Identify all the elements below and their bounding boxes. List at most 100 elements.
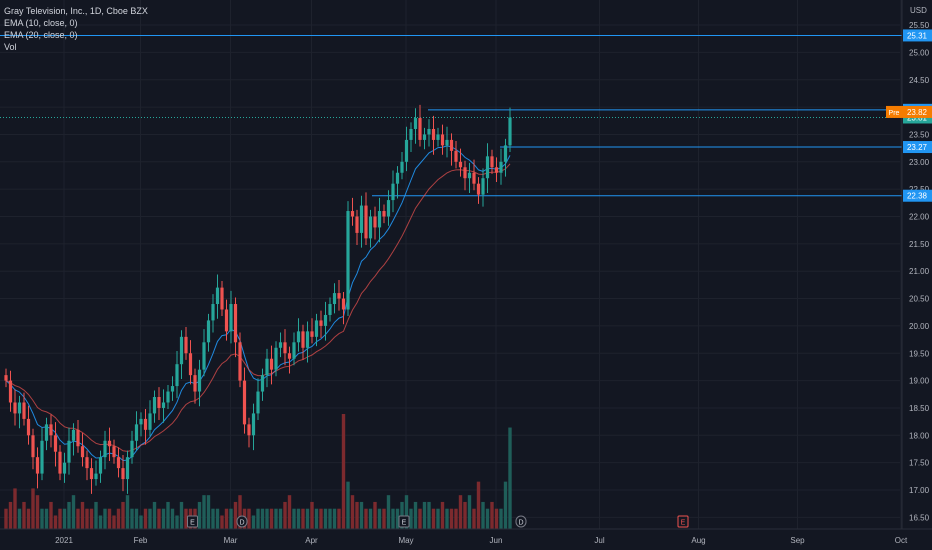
candle-body — [161, 402, 166, 408]
candle-body — [494, 167, 499, 173]
candle-body — [193, 375, 197, 392]
candle-body — [202, 342, 206, 370]
volume-bar — [220, 515, 224, 529]
hline-price-label: 23.27 — [907, 143, 928, 152]
candle-body — [472, 172, 476, 184]
candle-body — [35, 457, 40, 474]
ema20-legend[interactable]: EMA (20, close, 0) — [4, 30, 78, 40]
volume-bar — [440, 501, 445, 529]
candle-body — [274, 347, 278, 370]
candle-body — [283, 342, 287, 354]
candle-body — [485, 156, 490, 179]
candle-body — [292, 342, 296, 359]
symbol-title[interactable]: Gray Television, Inc., 1D, Cboe BZX — [4, 6, 148, 16]
volume-bar — [445, 508, 449, 529]
time-tick-label: Mar — [224, 536, 238, 545]
price-axis-unit: USD — [910, 6, 927, 15]
candle-body — [13, 402, 17, 414]
time-axis-ticks[interactable]: 2021FebMarAprMayJunJulAugSepOctNov — [55, 536, 932, 545]
volume-bar — [328, 508, 332, 529]
candle-body — [413, 118, 418, 129]
volume-bar — [314, 508, 319, 529]
volume-legend[interactable]: Vol — [4, 42, 17, 52]
candle-body — [134, 424, 139, 441]
volume-bar — [4, 508, 8, 529]
volume-bar — [112, 515, 116, 529]
time-tick-label: Jul — [594, 536, 604, 545]
volume-bar — [85, 508, 89, 529]
price-tick-label: 18.00 — [909, 431, 930, 440]
volume-bar — [76, 508, 80, 529]
candle-body — [238, 342, 242, 381]
volume-bar — [161, 508, 166, 529]
volume-bar — [229, 508, 233, 529]
time-tick-label: Apr — [305, 536, 318, 545]
volume-bar — [71, 495, 76, 529]
candle-body — [143, 418, 148, 430]
volume-bar — [373, 501, 377, 529]
candle-body — [265, 358, 269, 376]
time-tick-label: 2021 — [55, 536, 73, 545]
price-tick-label: 20.50 — [909, 295, 930, 304]
candle-body — [467, 172, 472, 179]
hline-price-label-bg — [903, 189, 932, 202]
volume-bar — [116, 508, 121, 529]
price-tick-label: 24.50 — [909, 76, 930, 85]
volume-bar — [364, 508, 368, 529]
volume-bar — [166, 501, 170, 529]
hline-price-label: 22.38 — [907, 192, 928, 201]
volume-bar — [148, 508, 152, 529]
volume-bar — [485, 508, 490, 529]
volume-bar — [463, 501, 467, 529]
candle-body — [256, 391, 260, 414]
candle-body — [310, 331, 314, 337]
candle-body — [391, 183, 395, 201]
volume-bar — [224, 508, 229, 529]
horizontal-lines[interactable] — [0, 34, 902, 197]
volume-bar — [332, 508, 337, 529]
time-tick-label: Feb — [134, 536, 148, 545]
candle-body — [359, 205, 364, 233]
candle-body — [355, 216, 359, 233]
price-tick-label: 18.50 — [909, 404, 930, 413]
candle-body — [125, 457, 130, 480]
time-tick-label: Aug — [691, 536, 705, 545]
candle-body — [319, 320, 323, 326]
volume-bar — [40, 508, 44, 529]
candle-body — [481, 178, 485, 195]
candle-body — [44, 424, 49, 441]
candle-body — [503, 145, 508, 162]
volume-bar — [31, 488, 35, 529]
time-tick-label: May — [398, 536, 413, 545]
ema10-legend[interactable]: EMA (10, close, 0) — [4, 18, 78, 28]
volume-bar — [454, 508, 458, 529]
volume-bar — [301, 508, 305, 529]
time-tick-label: Jun — [490, 536, 503, 545]
candle-body — [454, 150, 458, 162]
price-axis-background[interactable] — [902, 0, 932, 529]
volume-bar — [202, 495, 206, 529]
price-tick-label: 22.50 — [909, 185, 930, 194]
volume-bar — [233, 501, 238, 529]
price-tick-label: 16.50 — [909, 513, 930, 522]
candle-body — [251, 413, 256, 436]
candle-body — [395, 172, 400, 184]
volume-bar — [400, 501, 404, 529]
volume-bar — [503, 481, 508, 529]
volume-bar — [251, 515, 256, 529]
chart-legend: Gray Television, Inc., 1D, Cboe BZX EMA … — [4, 5, 148, 53]
price-tick-label: 22.00 — [909, 213, 930, 222]
candle-body — [184, 336, 188, 354]
candle-body — [94, 473, 98, 480]
volume-bar — [26, 508, 31, 529]
candle-body — [278, 342, 283, 348]
volume-bar — [476, 481, 481, 529]
price-tick-label: 25.50 — [909, 21, 930, 30]
volume-bar — [157, 508, 161, 529]
volume-bar — [323, 508, 328, 529]
volume-bar — [413, 501, 418, 529]
candle-body — [368, 216, 373, 239]
